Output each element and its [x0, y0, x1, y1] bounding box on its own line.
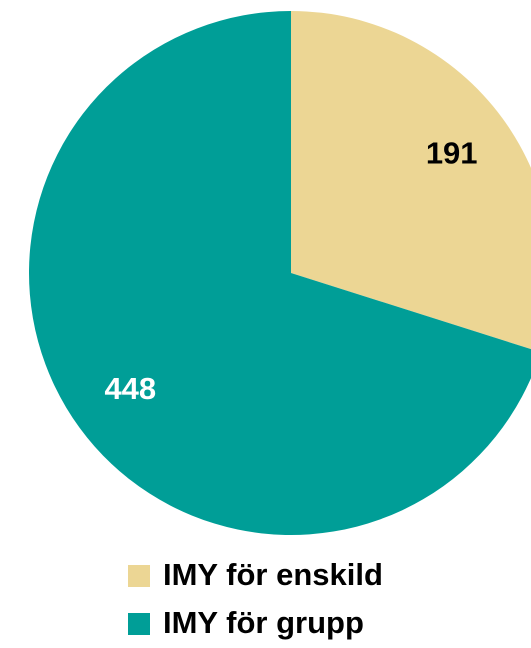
- legend-label: IMY för enskild: [163, 557, 383, 592]
- pie-slice: [29, 11, 531, 535]
- pie-slice: [291, 11, 531, 350]
- legend-swatch: [128, 565, 150, 587]
- legend-label: IMY för grupp: [163, 605, 364, 640]
- legend-swatch: [128, 613, 150, 635]
- data-label: 448: [104, 371, 156, 406]
- data-label: 191: [426, 136, 478, 171]
